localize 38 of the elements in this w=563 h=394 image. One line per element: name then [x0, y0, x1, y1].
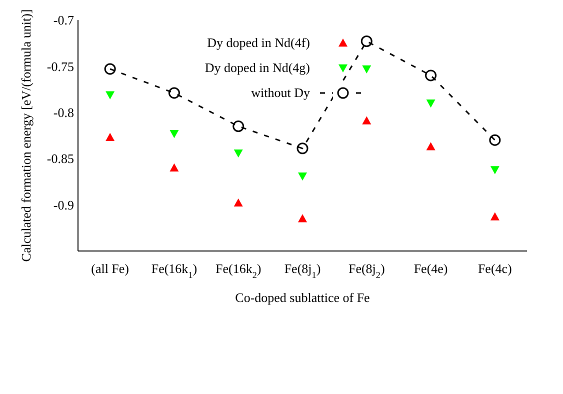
- y-tick-label: -0.7: [53, 12, 74, 28]
- point: [426, 100, 436, 108]
- point: [296, 142, 308, 154]
- x-tick-label: Fe(8j$_{2}$): [348, 261, 385, 280]
- point: [168, 87, 180, 99]
- point: [426, 142, 436, 150]
- point: [170, 163, 179, 172]
- point: [362, 116, 372, 124]
- point: [106, 132, 115, 141]
- y-tick-label: -0.9: [53, 197, 74, 212]
- point: [104, 63, 116, 75]
- x-tick-label: Fe(8j$_{1}$): [284, 261, 321, 280]
- point: [298, 214, 307, 222]
- point: [170, 130, 179, 138]
- point: [232, 120, 244, 132]
- x-tick-label: Fe(16k$_{1}$): [151, 261, 198, 280]
- point: [298, 172, 307, 181]
- point: [106, 91, 115, 100]
- x-tick-label: (all Fe): [91, 261, 130, 276]
- point: [425, 70, 437, 82]
- legend-label: without Dy: [251, 84, 310, 100]
- y-axis-title: Calculated formation energy [eV/(formula unit)]: [18, 9, 34, 262]
- point: [234, 149, 243, 158]
- legend-label: Dy doped in Nd(4g): [204, 60, 310, 76]
- point: [360, 36, 372, 47]
- legend-label: Dy doped in Nd(4f): [207, 34, 310, 50]
- x-tick-label: Fe(4c): [478, 261, 512, 276]
- y-tick-label: -0.85: [46, 151, 74, 166]
- point: [234, 198, 243, 207]
- point: [489, 134, 501, 146]
- x-tick-label: Fe(16k$_{2}$): [215, 261, 262, 280]
- y-tick-label: -0.75: [46, 58, 74, 74]
- x-tick-label: Fe(4e): [414, 261, 448, 276]
- point: [362, 65, 372, 74]
- point: [490, 212, 500, 220]
- x-axis-title: Co-doped sublattice of Fe: [235, 290, 370, 306]
- point: [490, 166, 500, 174]
- y-tick-label: -0.8: [53, 105, 74, 120]
